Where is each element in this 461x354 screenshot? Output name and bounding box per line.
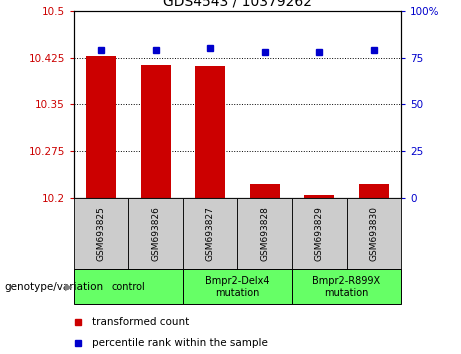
Title: GDS4543 / 10379262: GDS4543 / 10379262 — [163, 0, 312, 8]
Text: transformed count: transformed count — [92, 317, 189, 327]
Text: GSM693825: GSM693825 — [96, 206, 106, 261]
Text: percentile rank within the sample: percentile rank within the sample — [92, 338, 268, 348]
Text: GSM693829: GSM693829 — [315, 206, 324, 261]
Bar — [292, 198, 347, 269]
Bar — [183, 269, 292, 304]
Text: GSM693827: GSM693827 — [206, 206, 215, 261]
Text: Bmpr2-Delx4
mutation: Bmpr2-Delx4 mutation — [205, 276, 270, 298]
Bar — [74, 269, 183, 304]
Bar — [347, 198, 401, 269]
Text: genotype/variation: genotype/variation — [5, 282, 104, 292]
Bar — [250, 184, 280, 198]
Text: GSM693826: GSM693826 — [151, 206, 160, 261]
Bar — [359, 184, 389, 198]
Bar — [128, 198, 183, 269]
Bar — [74, 198, 128, 269]
Text: GSM693830: GSM693830 — [369, 206, 378, 261]
Bar — [86, 56, 116, 198]
Text: ▶: ▶ — [65, 282, 72, 292]
Bar — [304, 195, 334, 198]
Bar — [292, 269, 401, 304]
Bar — [237, 198, 292, 269]
Text: GSM693828: GSM693828 — [260, 206, 269, 261]
Text: Bmpr2-R899X
mutation: Bmpr2-R899X mutation — [313, 276, 381, 298]
Bar — [141, 65, 171, 198]
Text: control: control — [112, 282, 145, 292]
Bar — [195, 65, 225, 198]
Bar — [183, 198, 237, 269]
